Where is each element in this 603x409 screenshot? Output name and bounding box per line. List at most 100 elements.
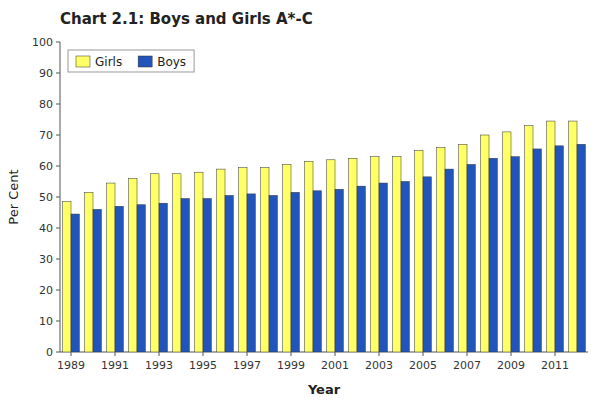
bar [401, 182, 409, 353]
bar [217, 169, 225, 352]
x-tick [467, 352, 468, 356]
bar [349, 158, 357, 352]
bar [371, 157, 379, 352]
y-tick-label: 100 [32, 36, 53, 49]
y-tick [56, 166, 60, 167]
y-tick [56, 73, 60, 74]
y-tick [56, 259, 60, 260]
y-tick-label: 70 [39, 129, 53, 142]
bar [85, 192, 93, 352]
bars [63, 121, 586, 352]
title: Chart 2.1: Boys and Girls A*-C [60, 10, 313, 28]
x-tick [379, 352, 380, 356]
bar [503, 132, 511, 352]
bar [239, 168, 247, 352]
x-tick [71, 352, 72, 356]
bar [305, 161, 313, 352]
bar [547, 121, 555, 352]
bar [261, 168, 269, 352]
x-tick [423, 352, 424, 356]
bar [269, 195, 277, 352]
bar [115, 206, 123, 352]
x-tick [159, 352, 160, 356]
legend-label: Boys [157, 55, 186, 69]
x-tick [335, 352, 336, 356]
bar [137, 205, 145, 352]
bar [335, 189, 343, 352]
y-tick [56, 228, 60, 229]
x-tick-label: 1993 [145, 359, 173, 372]
x-tick-label: 1989 [57, 359, 85, 372]
legend: GirlsBoys [68, 50, 194, 72]
bar [63, 202, 71, 352]
chart-container: Chart 2.1: Boys and Girls A*-C0102030405… [0, 0, 603, 409]
y-tick-label: 30 [39, 253, 53, 266]
bar [195, 172, 203, 352]
x-tick-label: 2009 [497, 359, 525, 372]
bar [327, 160, 335, 352]
bar [291, 192, 299, 352]
bar [489, 158, 497, 352]
x-tick-label: 2007 [453, 359, 481, 372]
x-tick-label: 1999 [277, 359, 305, 372]
x-tick-label: 2005 [409, 359, 437, 372]
y-tick-label: 50 [39, 191, 53, 204]
x-axis-label: Year [307, 382, 341, 397]
x-tick [247, 352, 248, 356]
bar [511, 157, 519, 352]
bar [151, 174, 159, 352]
bar [423, 177, 431, 352]
bar [173, 174, 181, 352]
y-tick-label: 10 [39, 315, 53, 328]
bar [569, 121, 577, 352]
bar [467, 164, 475, 352]
x-tick [115, 352, 116, 356]
bar [225, 195, 233, 352]
bar [445, 169, 453, 352]
legend-box [68, 50, 194, 72]
x-tick-label: 1997 [233, 359, 261, 372]
bar [107, 183, 115, 352]
y-tick-label: 90 [39, 67, 53, 80]
bar [313, 191, 321, 352]
bar [533, 149, 541, 352]
bar [415, 151, 423, 353]
bar [437, 147, 445, 352]
y-tick-label: 60 [39, 160, 53, 173]
bar [159, 203, 167, 352]
bar [283, 164, 291, 352]
x-tick-label: 1991 [101, 359, 129, 372]
bar [203, 199, 211, 352]
bar [555, 146, 563, 352]
y-tick [56, 197, 60, 198]
y-tick-label: 20 [39, 284, 53, 297]
bar [577, 144, 585, 352]
bar [247, 194, 255, 352]
bar [181, 199, 189, 352]
legend-swatch [76, 56, 90, 67]
chart: Chart 2.1: Boys and Girls A*-C0102030405… [0, 0, 603, 409]
legend-swatch [138, 56, 152, 67]
y-tick-label: 0 [46, 346, 53, 359]
bar [459, 144, 467, 352]
y-tick [56, 104, 60, 105]
bar [357, 186, 365, 352]
y-tick [56, 135, 60, 136]
x-tick [511, 352, 512, 356]
x-tick [203, 352, 204, 356]
bar [481, 135, 489, 352]
x-tick [555, 352, 556, 356]
y-tick [56, 321, 60, 322]
bar [129, 178, 137, 352]
x-tick-label: 2003 [365, 359, 393, 372]
bar [71, 214, 79, 352]
y-axis-line [60, 42, 61, 352]
y-tick [56, 352, 60, 353]
x-tick [291, 352, 292, 356]
bar [379, 183, 387, 352]
bar [93, 209, 101, 352]
y-tick [56, 290, 60, 291]
y-tick-label: 80 [39, 98, 53, 111]
bar [393, 157, 401, 352]
bar [525, 126, 533, 352]
